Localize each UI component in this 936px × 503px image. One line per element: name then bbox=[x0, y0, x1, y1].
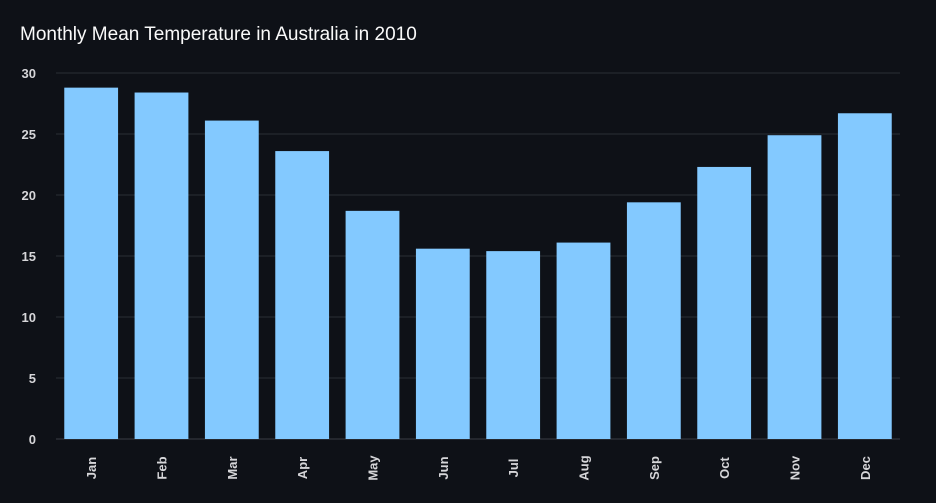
y-tick-label: 25 bbox=[22, 127, 36, 142]
x-tick-label: Sep bbox=[647, 456, 662, 480]
x-tick-label: Feb bbox=[155, 456, 170, 479]
x-tick-label: Mar bbox=[225, 456, 240, 479]
x-axis-ticks: Jan Feb Mar Apr May Jun Jul Aug Sep Oct Nov Dec bbox=[84, 455, 873, 481]
y-tick-label: 30 bbox=[22, 66, 36, 81]
y-tick-label: 10 bbox=[22, 310, 36, 325]
bar-mar[interactable] bbox=[204, 120, 259, 439]
y-tick-label: 5 bbox=[29, 371, 36, 386]
bar-sep[interactable] bbox=[626, 202, 681, 439]
bar-apr[interactable] bbox=[275, 151, 330, 439]
x-tick-label: Dec bbox=[858, 456, 873, 480]
bars bbox=[64, 87, 892, 440]
bar-jun[interactable] bbox=[415, 248, 470, 439]
x-tick-label: May bbox=[366, 455, 381, 481]
y-axis-ticks: 0 5 10 15 20 25 30 bbox=[22, 66, 36, 447]
bar-aug[interactable] bbox=[556, 242, 611, 439]
bar-nov[interactable] bbox=[767, 135, 822, 439]
x-tick-label: Apr bbox=[295, 457, 310, 479]
y-tick-label: 20 bbox=[22, 188, 36, 203]
bar-feb[interactable] bbox=[134, 92, 189, 440]
x-tick-label: Nov bbox=[788, 455, 803, 480]
x-tick-label: Jan bbox=[84, 457, 99, 479]
x-tick-label: Aug bbox=[577, 455, 592, 480]
bar-dec[interactable] bbox=[837, 113, 892, 439]
bar-oct[interactable] bbox=[697, 166, 752, 439]
x-tick-label: Jun bbox=[436, 456, 451, 479]
bar-may[interactable] bbox=[345, 210, 400, 439]
gridlines bbox=[56, 72, 900, 440]
chart-title: Monthly Mean Temperature in Australia in… bbox=[20, 24, 417, 45]
x-tick-label: Oct bbox=[717, 456, 732, 478]
bar-jan[interactable] bbox=[64, 87, 119, 439]
y-tick-label: 0 bbox=[29, 432, 36, 447]
y-tick-label: 15 bbox=[22, 249, 36, 264]
bar-jul[interactable] bbox=[486, 251, 541, 439]
x-tick-label: Jul bbox=[506, 459, 521, 478]
